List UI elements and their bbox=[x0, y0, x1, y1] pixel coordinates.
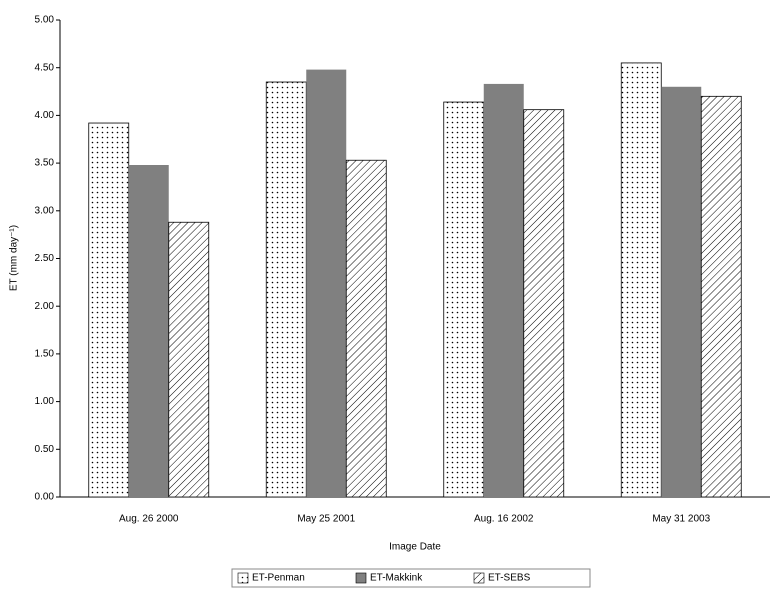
legend-label: ET-Penman bbox=[252, 573, 305, 584]
bar bbox=[621, 63, 661, 497]
y-tick-label: 0.50 bbox=[35, 444, 55, 455]
bar bbox=[266, 82, 306, 497]
bar bbox=[346, 160, 386, 497]
x-tick-label: Aug. 26 2000 bbox=[119, 514, 179, 525]
y-tick-label: 1.50 bbox=[35, 349, 55, 360]
legend-swatch bbox=[356, 573, 366, 583]
legend-swatch bbox=[474, 573, 484, 583]
y-tick-label: 2.00 bbox=[35, 301, 55, 312]
bar bbox=[89, 123, 129, 497]
bar bbox=[444, 102, 484, 497]
bar bbox=[169, 222, 209, 497]
y-axis-label: ET (mm day⁻¹) bbox=[9, 225, 20, 291]
bar bbox=[484, 84, 524, 497]
y-tick-label: 5.00 bbox=[35, 15, 55, 26]
y-tick-label: 3.50 bbox=[35, 158, 55, 169]
y-tick-label: 4.00 bbox=[35, 110, 55, 121]
bar bbox=[129, 165, 169, 497]
x-tick-label: Aug. 16 2002 bbox=[474, 514, 534, 525]
bar bbox=[306, 70, 346, 497]
bar bbox=[524, 110, 564, 497]
x-tick-label: May 25 2001 bbox=[297, 514, 355, 525]
y-tick-label: 3.00 bbox=[35, 205, 55, 216]
y-tick-label: 0.00 bbox=[35, 492, 55, 503]
y-tick-label: 1.00 bbox=[35, 396, 55, 407]
legend-swatch bbox=[238, 573, 248, 583]
legend-label: ET-Makkink bbox=[370, 573, 423, 584]
x-tick-label: May 31 2003 bbox=[652, 514, 710, 525]
bar bbox=[701, 96, 741, 497]
y-tick-label: 2.50 bbox=[35, 253, 55, 264]
bar bbox=[661, 87, 701, 497]
y-tick-label: 4.50 bbox=[35, 62, 55, 73]
legend-label: ET-SEBS bbox=[488, 573, 531, 584]
x-axis-label: Image Date bbox=[389, 542, 441, 553]
chart: ET (mm day⁻¹) Image Date 0.00 0.50 1.00 1.5… bbox=[0, 0, 775, 597]
